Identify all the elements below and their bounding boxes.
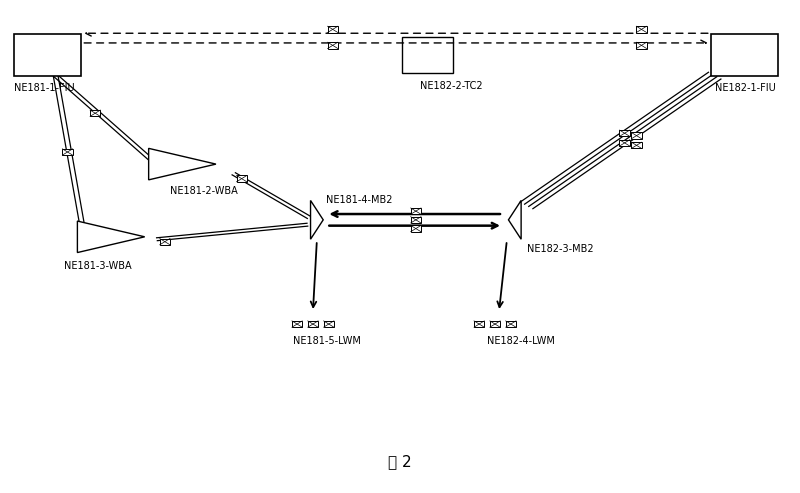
Bar — [619, 130, 630, 137]
Bar — [327, 26, 338, 33]
Bar — [62, 149, 73, 155]
Text: NE182-1-FIU: NE182-1-FIU — [714, 83, 775, 93]
Text: NE181-3-WBA: NE181-3-WBA — [63, 261, 131, 271]
Text: NE182-2-TC2: NE182-2-TC2 — [420, 80, 482, 91]
Polygon shape — [509, 201, 521, 239]
Polygon shape — [310, 201, 323, 239]
Bar — [636, 42, 646, 48]
Bar — [631, 133, 642, 139]
Bar — [402, 37, 454, 73]
Text: NE181-2-WBA: NE181-2-WBA — [170, 186, 238, 196]
Bar — [474, 321, 484, 327]
Polygon shape — [149, 148, 216, 180]
Text: NE181-1-FIU: NE181-1-FIU — [14, 83, 74, 93]
Text: NE181-4-MB2: NE181-4-MB2 — [326, 195, 393, 205]
Text: NE182-3-MB2: NE182-3-MB2 — [526, 244, 594, 254]
Bar — [324, 321, 334, 327]
Bar — [14, 35, 82, 75]
Bar — [308, 321, 318, 327]
Bar — [292, 321, 302, 327]
Bar — [410, 208, 421, 214]
Bar — [90, 110, 100, 116]
Text: 图 2: 图 2 — [388, 455, 412, 469]
Bar — [631, 142, 642, 148]
Bar — [160, 239, 170, 245]
Bar — [410, 225, 421, 232]
Text: NE182-4-LWM: NE182-4-LWM — [487, 336, 555, 346]
Bar — [636, 26, 646, 33]
Bar — [710, 35, 778, 75]
Bar — [490, 321, 500, 327]
Bar — [506, 321, 516, 327]
Text: NE181-5-LWM: NE181-5-LWM — [293, 336, 361, 346]
Polygon shape — [78, 221, 145, 252]
Bar — [327, 42, 338, 48]
Bar — [237, 176, 247, 182]
Bar — [410, 217, 421, 223]
Bar — [619, 140, 630, 146]
